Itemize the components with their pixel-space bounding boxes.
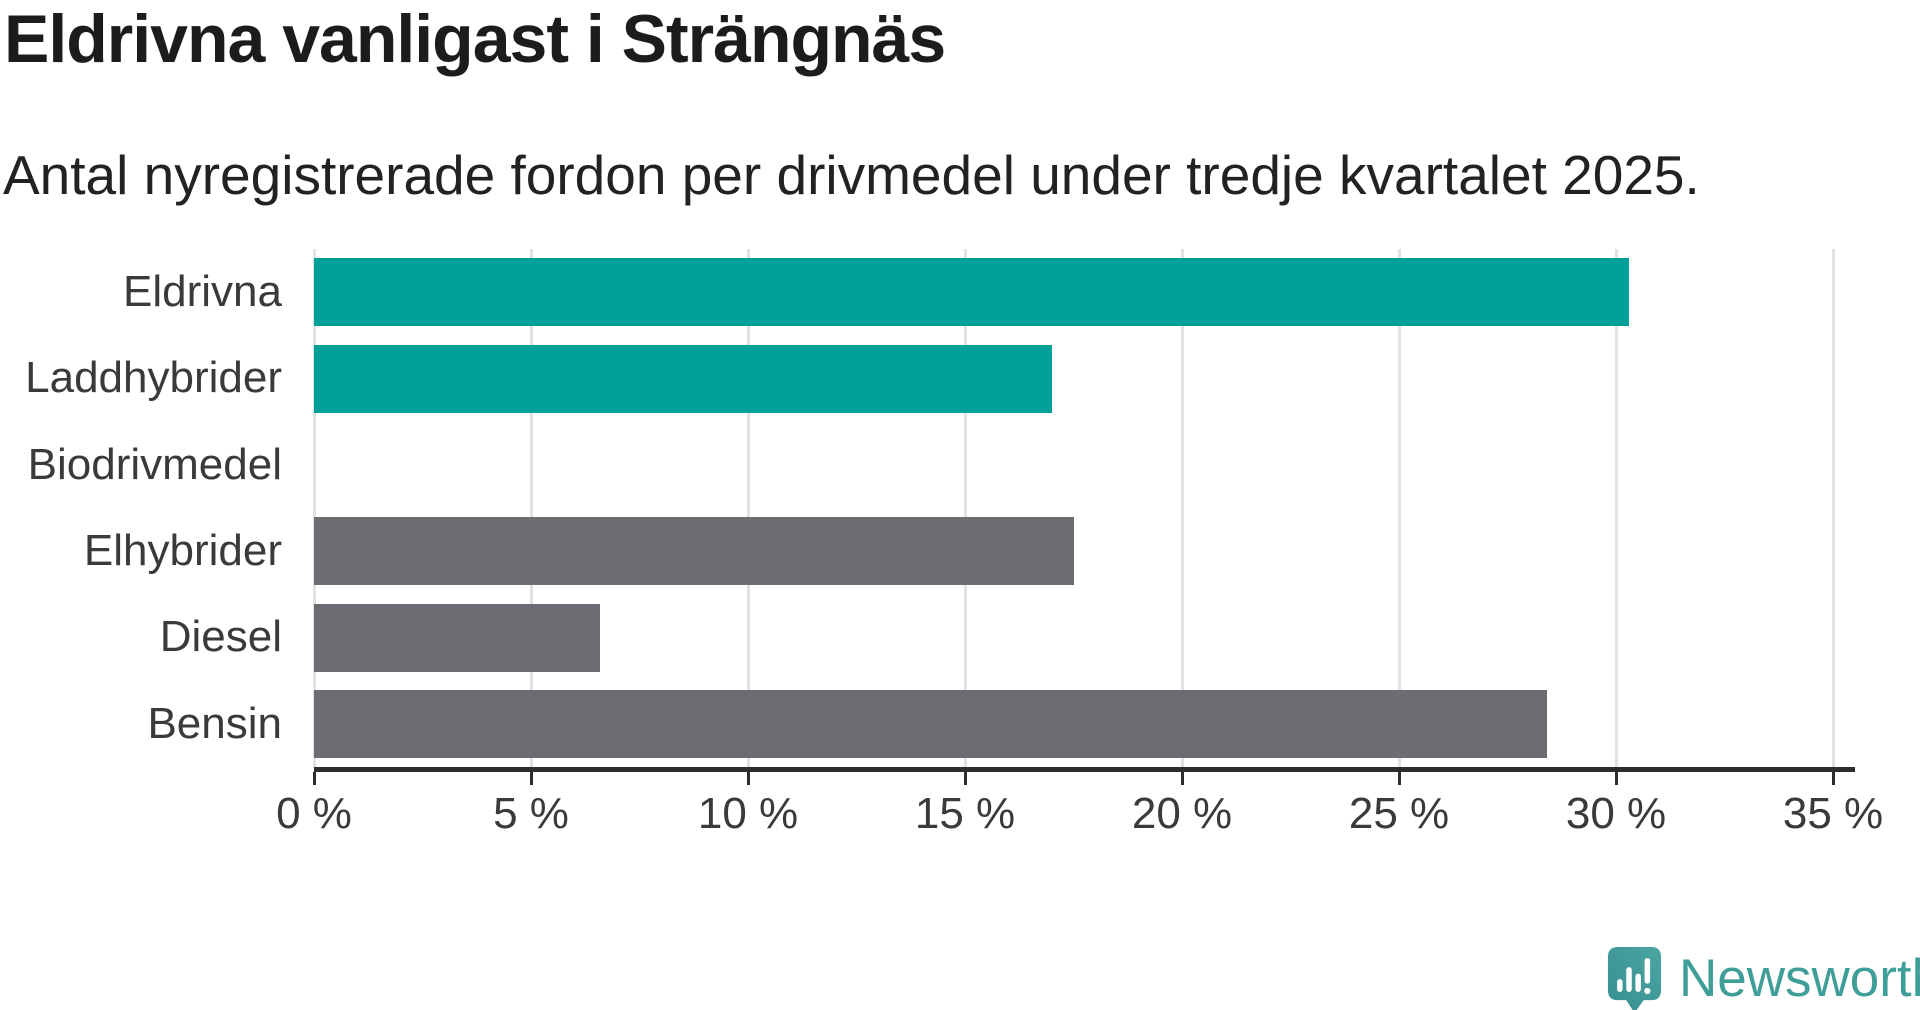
x-axis-line: [314, 767, 1855, 772]
newsworthy-branding: Newsworthy: [1607, 946, 1920, 1010]
gridline-5: [529, 249, 533, 767]
bar-bensin: [314, 689, 1547, 758]
bar-eldrivna: [314, 258, 1630, 327]
x-axis-tick-15: [963, 772, 967, 785]
category-label-laddhybrider: Laddhybrider: [25, 353, 282, 403]
newsworthy-logo-icon: [1607, 947, 1662, 1010]
category-label-elhybrider: Elhybrider: [83, 526, 282, 576]
category-labels: Eldrivna Laddhybrider Biodrivmedel Elhybrid…: [0, 249, 282, 767]
x-axis-tick-25: [1397, 772, 1401, 785]
gridline-20: [1180, 249, 1184, 767]
category-label-eldrivna: Eldrivna: [123, 267, 282, 317]
x-axis-tick-30: [1614, 772, 1618, 785]
x-axis-tick-label: 5 %: [493, 789, 569, 838]
category-label-biodrivmedel: Biodrivmedel: [27, 439, 282, 489]
x-axis-tick-label: 35 %: [1782, 789, 1884, 838]
x-axis-tick-label: 0 %: [276, 789, 352, 838]
x-axis-tick-10: [746, 772, 750, 785]
gridline-35: [1831, 249, 1835, 767]
x-axis-tick-label: 15 %: [914, 789, 1016, 838]
x-axis-tick-5: [529, 772, 533, 785]
x-axis-tick-label: 20 %: [1131, 789, 1233, 838]
gridline-0: [312, 249, 316, 767]
bar-laddhybrider: [314, 344, 1052, 413]
gridline-30: [1614, 249, 1618, 767]
x-axis-tick-35: [1831, 772, 1835, 785]
category-label-diesel: Diesel: [159, 612, 282, 662]
bar-diesel: [314, 603, 601, 672]
chart-subtitle: Antal nyregistrerade fordon per drivmede…: [3, 144, 1700, 206]
x-axis-tick-label: 25 %: [1348, 789, 1450, 838]
newsworthy-logo-text: Newsworthy: [1679, 948, 1920, 1008]
x-axis-tick-label: 10 %: [697, 789, 799, 838]
category-label-bensin: Bensin: [147, 698, 282, 748]
gridline-10: [746, 249, 750, 767]
x-axis-tick-label: 30 %: [1565, 789, 1667, 838]
x-axis-tick-20: [1180, 772, 1184, 785]
bar-elhybrider: [314, 517, 1074, 586]
x-axis-tick-0: [312, 772, 316, 785]
plot-area: 0 % 5 % 10 % 15 % 20 % 25 % 30 % 35 %: [276, 249, 1883, 838]
chart-title: Eldrivna vanligast i Strängnäs: [4, 1, 946, 77]
gridline-25: [1397, 249, 1401, 767]
gridline-15: [963, 249, 967, 767]
